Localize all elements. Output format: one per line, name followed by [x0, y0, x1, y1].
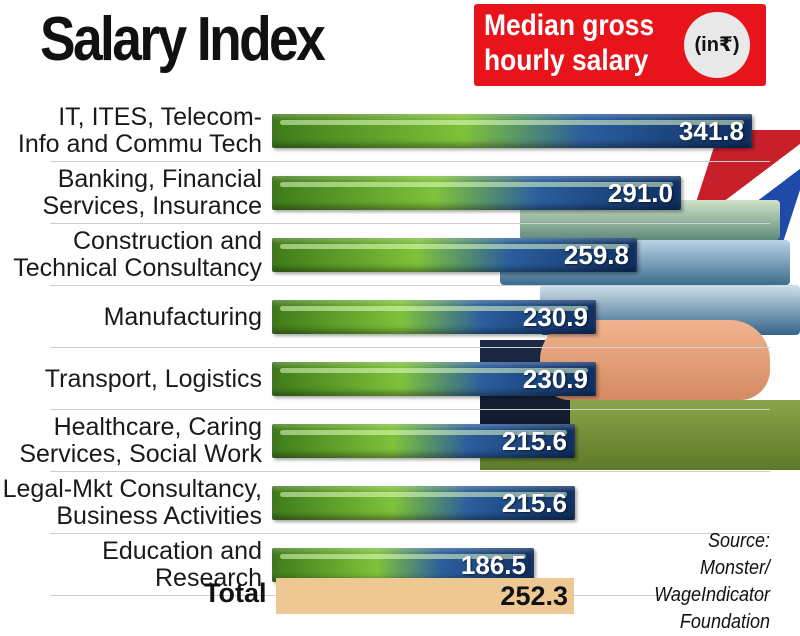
row-divider: [50, 533, 770, 534]
category-label: IT, ITES, Telecom- Info and Commu Tech: [17, 103, 262, 158]
bar-value-label: 230.9: [522, 364, 588, 394]
row-divider: [50, 409, 770, 410]
bar: 215.6: [272, 424, 575, 458]
bar-value-label: 215.6: [501, 488, 567, 518]
category-label: Construction and Technical Consultancy: [13, 227, 262, 282]
bar-gloss: [280, 306, 588, 311]
row-divider: [50, 223, 770, 224]
badge-text: Median gross hourly salary: [484, 8, 654, 78]
chart-row: Manufacturing 230.9: [0, 286, 800, 348]
total-label: Total: [204, 578, 267, 608]
page-title: Salary Index: [40, 5, 326, 74]
badge-line-2: hourly salary: [484, 44, 649, 77]
bar: 259.8: [272, 238, 637, 272]
total-bar: 252.3: [276, 578, 574, 614]
bar: 230.9: [272, 362, 596, 396]
source-note: Source: Monster/ WageIndicator Foundatio…: [654, 530, 770, 633]
bar-value-label: 341.8: [678, 116, 744, 146]
category-label: Legal-Mkt Consultancy, Business Activiti…: [2, 475, 262, 530]
chart-row: Healthcare, Caring Services, Social Work…: [0, 410, 800, 472]
chart-row: Banking, Financial Services, Insurance 29…: [0, 162, 800, 224]
bar: 215.6: [272, 486, 575, 520]
bar-gloss: [280, 244, 629, 249]
bar-value-label: 215.6: [501, 426, 567, 456]
bar-value-label: 186.5: [460, 550, 526, 580]
bar-gloss: [280, 120, 744, 125]
category-label: Education and Research: [102, 537, 262, 592]
row-divider: [50, 161, 770, 162]
category-label: Healthcare, Caring Services, Social Work: [19, 413, 262, 468]
category-label: Transport, Logistics: [44, 364, 262, 393]
bar: 186.5: [272, 548, 534, 582]
bar-value-label: 291.0: [607, 178, 673, 208]
total-value: 252.3: [500, 581, 568, 611]
chart-row: Construction and Technical Consultancy 25…: [0, 224, 800, 286]
bar: 291.0: [272, 176, 681, 210]
bar-gloss: [280, 182, 673, 187]
category-label: Banking, Financial Services, Insurance: [42, 165, 262, 220]
row-divider: [50, 285, 770, 286]
row-divider: [50, 347, 770, 348]
row-divider: [50, 471, 770, 472]
bar-value-label: 259.8: [563, 240, 629, 270]
bar-value-label: 230.9: [522, 302, 588, 332]
bar-gloss: [280, 430, 567, 435]
bar-gloss: [280, 492, 567, 497]
chart-row: Legal-Mkt Consultancy, Business Activiti…: [0, 472, 800, 534]
bar-gloss: [280, 368, 588, 373]
chart-row: Education and Research 186.5: [0, 534, 800, 596]
bar: 230.9: [272, 300, 596, 334]
chart-row: IT, ITES, Telecom- Info and Commu Tech 34…: [0, 100, 800, 162]
chart-row: Transport, Logistics 230.9: [0, 348, 800, 410]
subtitle-badge: Median gross hourly salary (in₹): [474, 4, 766, 86]
currency-unit-badge: (in₹): [684, 12, 750, 78]
category-label: Manufacturing: [103, 302, 262, 331]
badge-line-1: Median gross: [484, 9, 655, 42]
bar-gloss: [280, 554, 526, 559]
bar: 341.8: [272, 114, 752, 148]
